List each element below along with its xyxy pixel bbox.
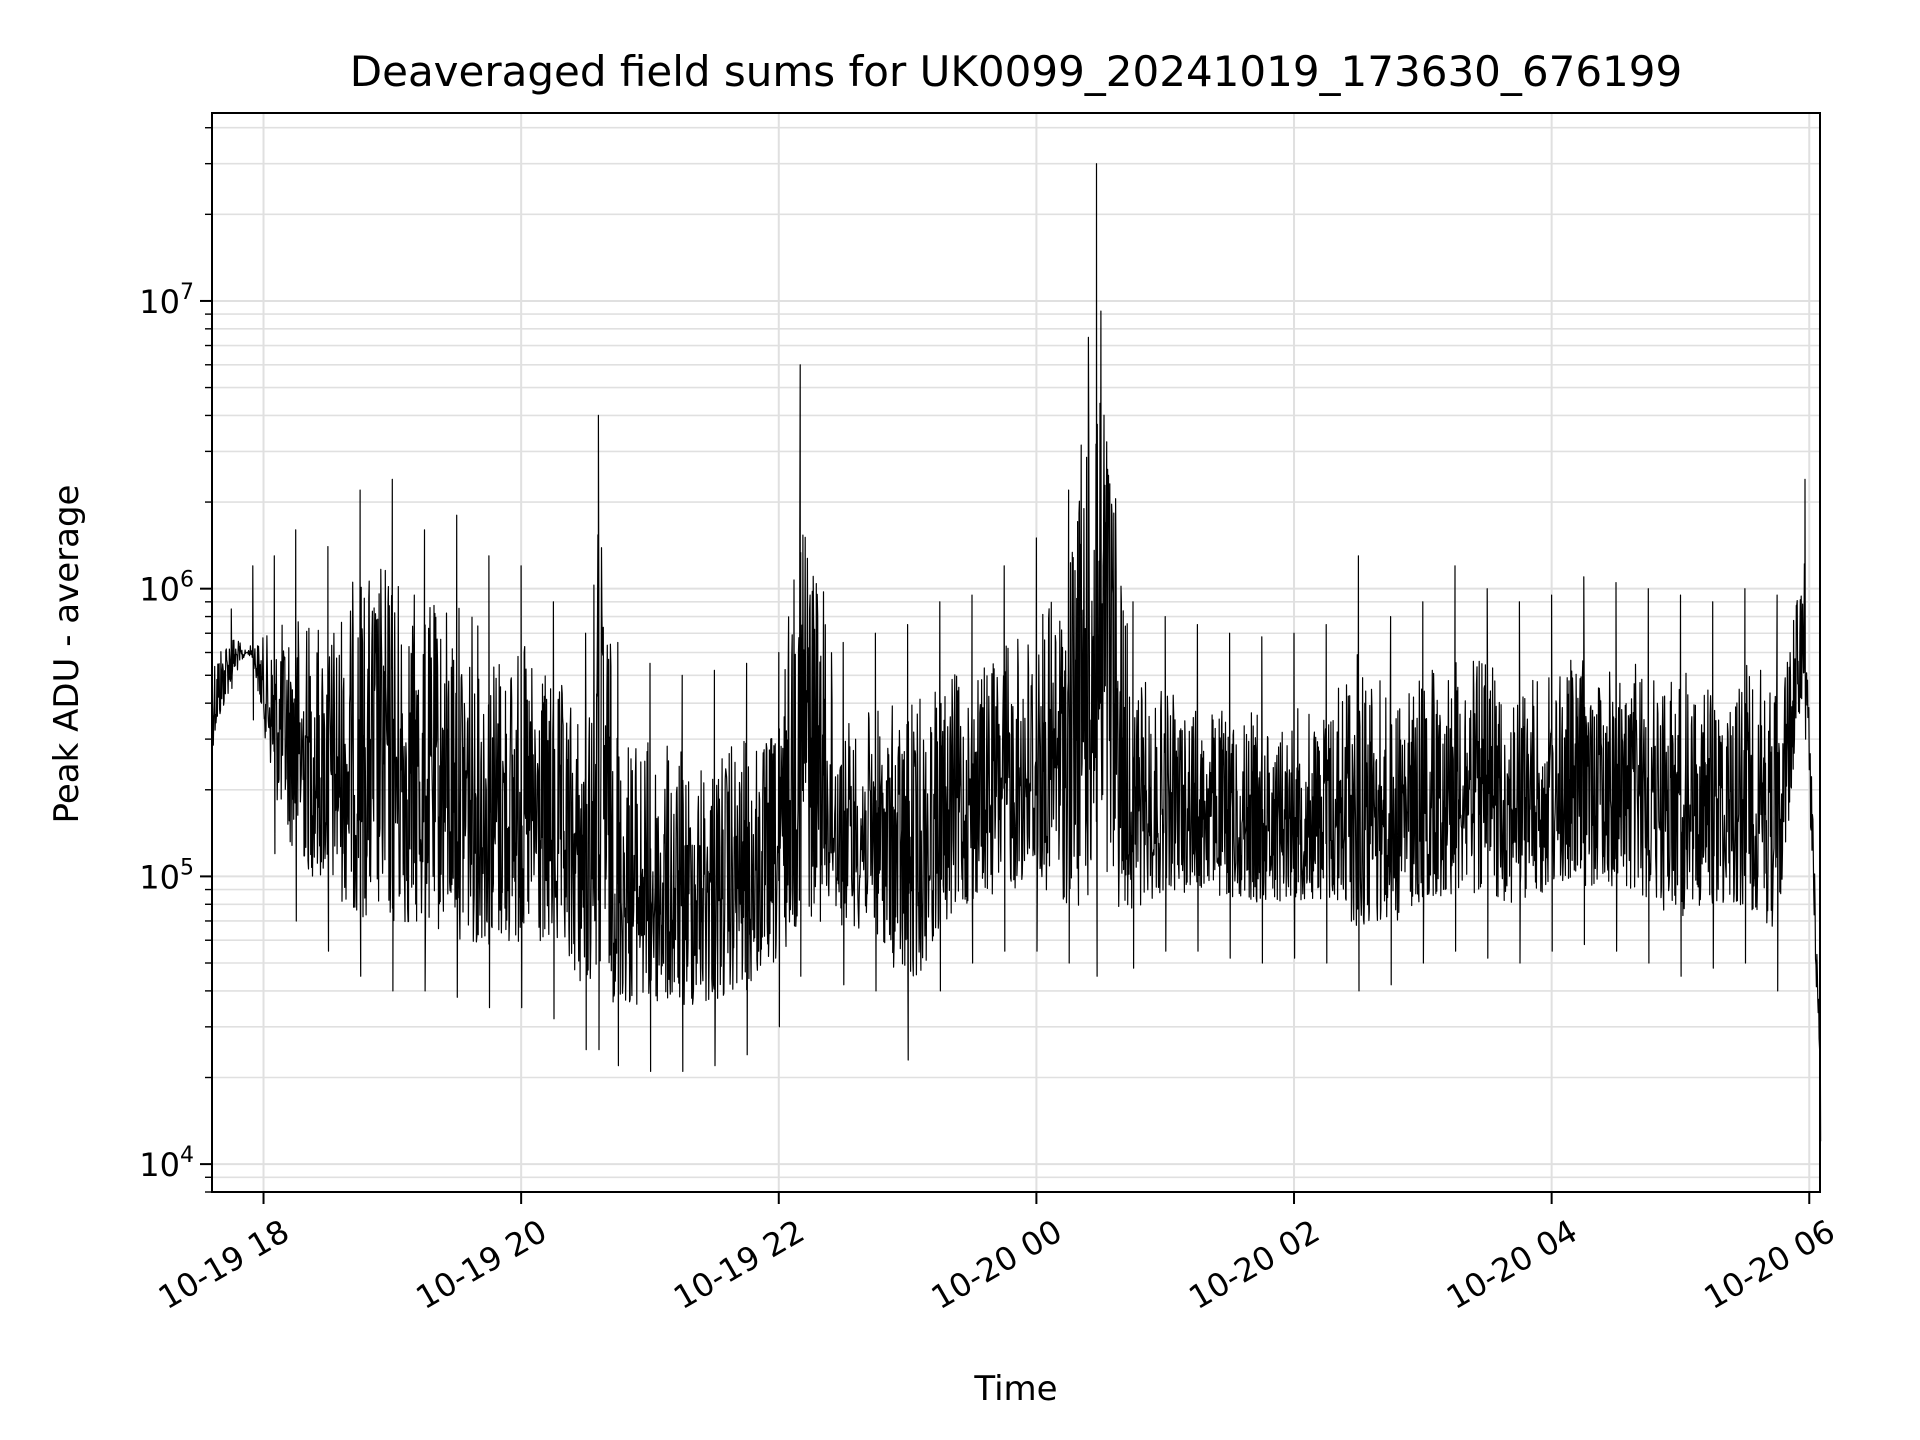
y-tick-label: 106 (139, 568, 194, 609)
chart-title: Deaveraged field sums for UK0099_2024101… (350, 47, 1682, 96)
y-tick-label: 107 (139, 280, 194, 321)
series-line (211, 163, 1822, 1142)
x-axis-label: Time (973, 1369, 1057, 1409)
y-axis-label: Peak ADU - average (47, 485, 87, 824)
y-tick-label: 104 (139, 1143, 194, 1184)
y-tick-label: 105 (139, 855, 194, 896)
series-path (211, 163, 1822, 1142)
